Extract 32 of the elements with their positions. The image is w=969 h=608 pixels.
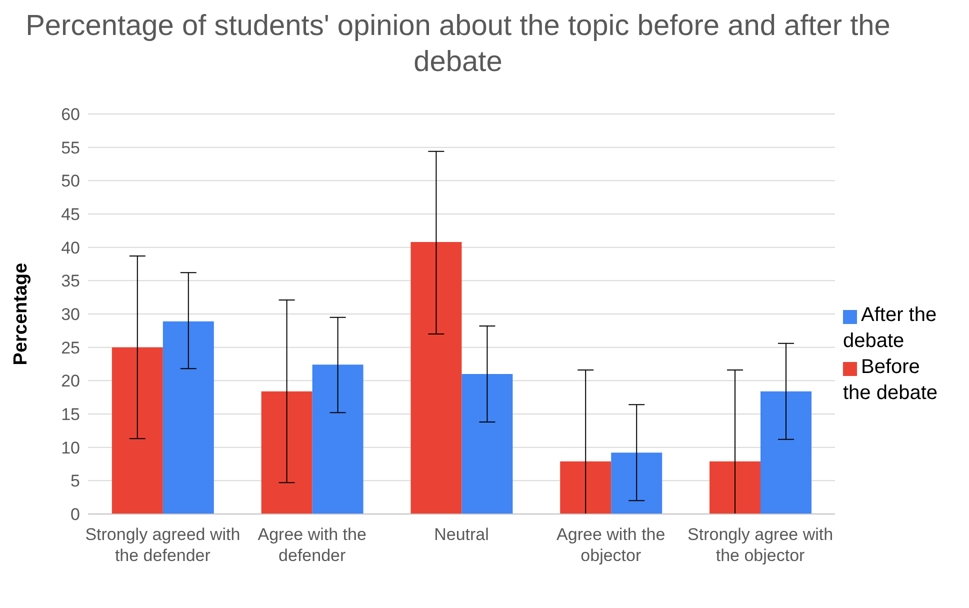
y-tick-label: 5 — [70, 472, 80, 491]
x-tick-label: Neutral — [434, 525, 489, 544]
y-tick-label: 30 — [61, 305, 80, 324]
y-tick-label: 35 — [61, 272, 80, 291]
x-tick-label: Agree with the defender — [258, 525, 366, 565]
chart-title: Percentage of students' opinion about the topic before and after the debate — [24, 9, 892, 80]
y-tick-label: 0 — [70, 505, 80, 524]
bar — [710, 461, 761, 514]
bar — [162, 321, 214, 514]
y-tick-label: 60 — [61, 105, 80, 124]
bar — [312, 364, 364, 514]
y-tick-label: 15 — [61, 405, 80, 424]
bar — [112, 347, 163, 514]
bar — [261, 391, 312, 514]
bar — [462, 374, 513, 514]
y-axis-title: Percentage — [10, 262, 32, 366]
x-tick-label: Strongly agreed with the defender — [85, 525, 240, 565]
y-tick-label: 25 — [61, 338, 80, 358]
y-tick-label: 45 — [61, 205, 80, 224]
legend-label: After the debate — [843, 304, 937, 352]
y-tick-label: 20 — [61, 372, 80, 391]
bar — [560, 461, 612, 514]
y-tick-label: 40 — [61, 238, 80, 258]
bar — [410, 242, 462, 514]
x-tick-label: Strongly agree with the objector — [688, 525, 834, 565]
y-tick-label: 10 — [61, 438, 80, 458]
bar — [760, 391, 812, 514]
bar — [611, 452, 662, 514]
y-tick-label: 55 — [61, 138, 80, 158]
legend-label: Before the debate — [843, 356, 938, 404]
x-tick-label: Agree with the objector — [556, 525, 666, 565]
y-tick-label: 50 — [61, 172, 80, 191]
